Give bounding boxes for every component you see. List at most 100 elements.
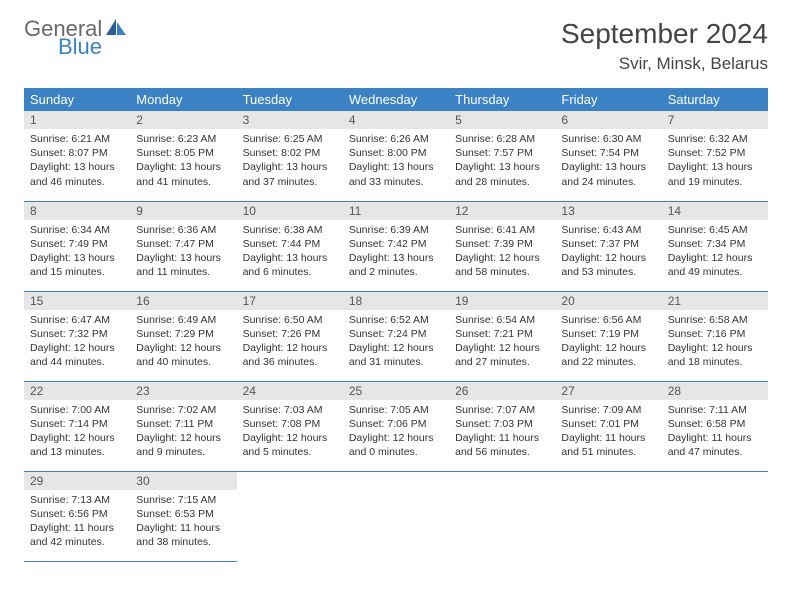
- page-header: General Blue September 2024 Svir, Minsk,…: [24, 18, 768, 74]
- calendar-day-cell: 17Sunrise: 6:50 AMSunset: 7:26 PMDayligh…: [237, 291, 343, 381]
- calendar-day-cell: 23Sunrise: 7:02 AMSunset: 7:11 PMDayligh…: [130, 381, 236, 471]
- day-details: Sunrise: 6:56 AMSunset: 7:19 PMDaylight:…: [555, 310, 661, 376]
- day-details: Sunrise: 7:00 AMSunset: 7:14 PMDaylight:…: [24, 400, 130, 466]
- weekday-header-row: Sunday Monday Tuesday Wednesday Thursday…: [24, 88, 768, 111]
- calendar-day-cell: ..: [449, 471, 555, 561]
- calendar-day-cell: 24Sunrise: 7:03 AMSunset: 7:08 PMDayligh…: [237, 381, 343, 471]
- calendar-day-cell: ..: [662, 471, 768, 561]
- calendar-day-cell: 1Sunrise: 6:21 AMSunset: 8:07 PMDaylight…: [24, 111, 130, 201]
- day-number: 10: [237, 202, 343, 220]
- calendar-day-cell: 26Sunrise: 7:07 AMSunset: 7:03 PMDayligh…: [449, 381, 555, 471]
- day-details: Sunrise: 7:11 AMSunset: 6:58 PMDaylight:…: [662, 400, 768, 466]
- day-number: 19: [449, 292, 555, 310]
- day-number: 15: [24, 292, 130, 310]
- day-details: Sunrise: 6:32 AMSunset: 7:52 PMDaylight:…: [662, 129, 768, 195]
- calendar-day-cell: 11Sunrise: 6:39 AMSunset: 7:42 PMDayligh…: [343, 201, 449, 291]
- day-details: Sunrise: 6:30 AMSunset: 7:54 PMDaylight:…: [555, 129, 661, 195]
- day-details: Sunrise: 6:50 AMSunset: 7:26 PMDaylight:…: [237, 310, 343, 376]
- day-details: Sunrise: 6:54 AMSunset: 7:21 PMDaylight:…: [449, 310, 555, 376]
- calendar-day-cell: 30Sunrise: 7:15 AMSunset: 6:53 PMDayligh…: [130, 471, 236, 561]
- title-block: September 2024 Svir, Minsk, Belarus: [561, 18, 768, 74]
- calendar-day-cell: 25Sunrise: 7:05 AMSunset: 7:06 PMDayligh…: [343, 381, 449, 471]
- day-number: 24: [237, 382, 343, 400]
- day-details: Sunrise: 6:26 AMSunset: 8:00 PMDaylight:…: [343, 129, 449, 195]
- day-number: 2: [130, 111, 236, 129]
- calendar-day-cell: ..: [555, 471, 661, 561]
- logo-text-blue: Blue: [58, 36, 102, 58]
- day-details: Sunrise: 6:36 AMSunset: 7:47 PMDaylight:…: [130, 220, 236, 286]
- calendar-day-cell: 27Sunrise: 7:09 AMSunset: 7:01 PMDayligh…: [555, 381, 661, 471]
- day-details: Sunrise: 7:13 AMSunset: 6:56 PMDaylight:…: [24, 490, 130, 556]
- day-number: 8: [24, 202, 130, 220]
- calendar-day-cell: 3Sunrise: 6:25 AMSunset: 8:02 PMDaylight…: [237, 111, 343, 201]
- day-details: Sunrise: 6:52 AMSunset: 7:24 PMDaylight:…: [343, 310, 449, 376]
- calendar-day-cell: 20Sunrise: 6:56 AMSunset: 7:19 PMDayligh…: [555, 291, 661, 381]
- weekday-header: Wednesday: [343, 88, 449, 111]
- calendar-day-cell: 12Sunrise: 6:41 AMSunset: 7:39 PMDayligh…: [449, 201, 555, 291]
- day-details: Sunrise: 7:15 AMSunset: 6:53 PMDaylight:…: [130, 490, 236, 556]
- day-number: 27: [555, 382, 661, 400]
- day-number: 7: [662, 111, 768, 129]
- weekday-header: Monday: [130, 88, 236, 111]
- day-number: 25: [343, 382, 449, 400]
- calendar-day-cell: ..: [343, 471, 449, 561]
- calendar-day-cell: 10Sunrise: 6:38 AMSunset: 7:44 PMDayligh…: [237, 201, 343, 291]
- day-details: Sunrise: 6:39 AMSunset: 7:42 PMDaylight:…: [343, 220, 449, 286]
- calendar-day-cell: 22Sunrise: 7:00 AMSunset: 7:14 PMDayligh…: [24, 381, 130, 471]
- weekday-header: Thursday: [449, 88, 555, 111]
- day-details: Sunrise: 6:49 AMSunset: 7:29 PMDaylight:…: [130, 310, 236, 376]
- day-details: Sunrise: 6:38 AMSunset: 7:44 PMDaylight:…: [237, 220, 343, 286]
- calendar-day-cell: 29Sunrise: 7:13 AMSunset: 6:56 PMDayligh…: [24, 471, 130, 561]
- location-text: Svir, Minsk, Belarus: [561, 54, 768, 74]
- logo-sail-icon: [105, 18, 127, 40]
- day-number: 12: [449, 202, 555, 220]
- logo: General Blue: [24, 18, 127, 58]
- day-details: Sunrise: 6:21 AMSunset: 8:07 PMDaylight:…: [24, 129, 130, 195]
- weekday-header: Saturday: [662, 88, 768, 111]
- day-number: 17: [237, 292, 343, 310]
- day-number: 22: [24, 382, 130, 400]
- day-details: Sunrise: 6:25 AMSunset: 8:02 PMDaylight:…: [237, 129, 343, 195]
- calendar-week-row: 29Sunrise: 7:13 AMSunset: 6:56 PMDayligh…: [24, 471, 768, 561]
- calendar-day-cell: 18Sunrise: 6:52 AMSunset: 7:24 PMDayligh…: [343, 291, 449, 381]
- calendar-week-row: 22Sunrise: 7:00 AMSunset: 7:14 PMDayligh…: [24, 381, 768, 471]
- day-details: Sunrise: 6:58 AMSunset: 7:16 PMDaylight:…: [662, 310, 768, 376]
- calendar-day-cell: 7Sunrise: 6:32 AMSunset: 7:52 PMDaylight…: [662, 111, 768, 201]
- day-number: 21: [662, 292, 768, 310]
- day-details: Sunrise: 7:03 AMSunset: 7:08 PMDaylight:…: [237, 400, 343, 466]
- calendar-week-row: 1Sunrise: 6:21 AMSunset: 8:07 PMDaylight…: [24, 111, 768, 201]
- calendar-day-cell: 4Sunrise: 6:26 AMSunset: 8:00 PMDaylight…: [343, 111, 449, 201]
- day-number: 18: [343, 292, 449, 310]
- calendar-table: Sunday Monday Tuesday Wednesday Thursday…: [24, 88, 768, 562]
- weekday-header: Friday: [555, 88, 661, 111]
- day-number: 9: [130, 202, 236, 220]
- calendar-day-cell: 8Sunrise: 6:34 AMSunset: 7:49 PMDaylight…: [24, 201, 130, 291]
- weekday-header: Sunday: [24, 88, 130, 111]
- day-number: 13: [555, 202, 661, 220]
- day-number: 14: [662, 202, 768, 220]
- calendar-body: 1Sunrise: 6:21 AMSunset: 8:07 PMDaylight…: [24, 111, 768, 561]
- day-number: 30: [130, 472, 236, 490]
- day-number: 4: [343, 111, 449, 129]
- day-details: Sunrise: 7:07 AMSunset: 7:03 PMDaylight:…: [449, 400, 555, 466]
- calendar-week-row: 8Sunrise: 6:34 AMSunset: 7:49 PMDaylight…: [24, 201, 768, 291]
- calendar-day-cell: 15Sunrise: 6:47 AMSunset: 7:32 PMDayligh…: [24, 291, 130, 381]
- day-number: 3: [237, 111, 343, 129]
- day-number: 6: [555, 111, 661, 129]
- day-details: Sunrise: 6:28 AMSunset: 7:57 PMDaylight:…: [449, 129, 555, 195]
- calendar-day-cell: 13Sunrise: 6:43 AMSunset: 7:37 PMDayligh…: [555, 201, 661, 291]
- day-number: 1: [24, 111, 130, 129]
- calendar-day-cell: ..: [237, 471, 343, 561]
- calendar-day-cell: 28Sunrise: 7:11 AMSunset: 6:58 PMDayligh…: [662, 381, 768, 471]
- day-number: 20: [555, 292, 661, 310]
- calendar-day-cell: 16Sunrise: 6:49 AMSunset: 7:29 PMDayligh…: [130, 291, 236, 381]
- day-details: Sunrise: 6:45 AMSunset: 7:34 PMDaylight:…: [662, 220, 768, 286]
- month-title: September 2024: [561, 18, 768, 50]
- day-details: Sunrise: 6:41 AMSunset: 7:39 PMDaylight:…: [449, 220, 555, 286]
- day-details: Sunrise: 6:47 AMSunset: 7:32 PMDaylight:…: [24, 310, 130, 376]
- calendar-day-cell: 6Sunrise: 6:30 AMSunset: 7:54 PMDaylight…: [555, 111, 661, 201]
- calendar-week-row: 15Sunrise: 6:47 AMSunset: 7:32 PMDayligh…: [24, 291, 768, 381]
- calendar-day-cell: 21Sunrise: 6:58 AMSunset: 7:16 PMDayligh…: [662, 291, 768, 381]
- day-number: 28: [662, 382, 768, 400]
- day-number: 16: [130, 292, 236, 310]
